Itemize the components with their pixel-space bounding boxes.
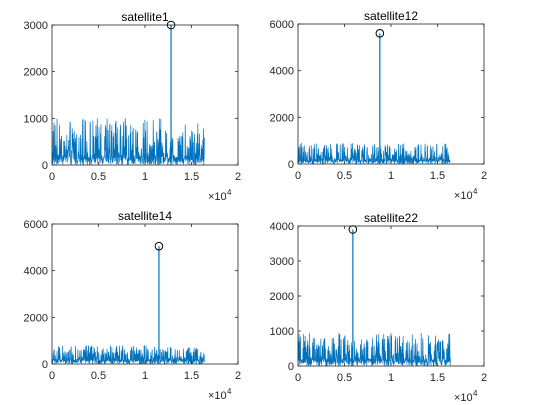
- x-exponent-base: ×10: [208, 390, 227, 402]
- x-tick-label: 1.5: [184, 171, 199, 183]
- x-tick-label: 1.5: [184, 370, 199, 382]
- subplot-2: satellite12 0 0.5 1 1.5 2 0 2000 4000 6000 ×10 4: [270, 9, 488, 202]
- y-tick-label: 0: [288, 361, 294, 373]
- y-tick-label: 4000: [24, 266, 48, 278]
- x-tick-label: 0: [49, 370, 55, 382]
- y-tick-label: 2000: [270, 291, 294, 303]
- x-tick-label: 1: [142, 370, 148, 382]
- y-tick-label: 0: [42, 160, 48, 172]
- x-tick-label: 2: [235, 171, 241, 183]
- x-tick-label: 0.5: [91, 370, 106, 382]
- x-exponent: 4: [227, 188, 232, 197]
- y-tick-label: 0: [288, 159, 294, 171]
- y-tick-label: 3000: [270, 256, 294, 268]
- y-tick-label: 6000: [270, 19, 294, 31]
- x-tick-label: 0: [49, 171, 55, 183]
- y-tick-label: 4000: [270, 66, 294, 78]
- x-tick-label: 0: [295, 170, 301, 182]
- x-tick-label: 1: [388, 170, 394, 182]
- x-exponent: 4: [473, 187, 478, 196]
- axes-box: [51, 223, 239, 365]
- x-tick-label: 0.5: [337, 372, 352, 384]
- subplot-title: satellite12: [364, 9, 418, 23]
- subplot-title: satellite22: [364, 211, 418, 225]
- y-tick-label: 1000: [270, 326, 294, 338]
- peak-marker: [154, 241, 164, 251]
- signal-line: [297, 332, 451, 368]
- x-exponent-base: ×10: [454, 190, 473, 202]
- x-exponent-base: ×10: [454, 392, 473, 404]
- y-tick-label: 0: [42, 359, 48, 371]
- y-tick-label: 1000: [24, 113, 48, 125]
- x-tick-label: 0.5: [337, 170, 352, 182]
- signal-line: [51, 118, 205, 166]
- subplot-1: satellite1 0 0.5 1 1.5 2 0 1000 2000 3000 ×10 4: [24, 10, 242, 203]
- axes-box: [297, 23, 485, 165]
- signal-line: [297, 143, 451, 165]
- x-tick-label: 2: [481, 372, 487, 384]
- signal-line: [51, 345, 205, 365]
- y-tick-label: 6000: [24, 219, 48, 231]
- x-tick-label: 2: [235, 370, 241, 382]
- y-tick-label: 2000: [24, 312, 48, 324]
- y-tick-label: 2000: [270, 112, 294, 124]
- subplot-4: satellite22 0 0.5 1 1.5 2 0 1000 2000 3000 4000 ×10…: [270, 211, 488, 404]
- y-tick-label: 2000: [24, 67, 48, 79]
- x-tick-label: 1: [142, 171, 148, 183]
- x-tick-label: 2: [481, 170, 487, 182]
- x-exponent: 4: [473, 389, 478, 398]
- x-tick-label: 1.5: [430, 372, 445, 384]
- x-tick-label: 0: [295, 372, 301, 384]
- subplot-title: satellite1: [121, 10, 169, 24]
- y-tick-label: 4000: [270, 221, 294, 233]
- x-exponent: 4: [227, 387, 232, 396]
- peak-marker: [375, 29, 385, 38]
- x-tick-label: 1.5: [430, 170, 445, 182]
- x-tick-label: 0.5: [91, 171, 106, 183]
- subplot-title: satellite14: [118, 209, 172, 223]
- y-tick-label: 3000: [24, 20, 48, 32]
- subplot-3: satellite14 0 0.5 1 1.5 2 0 2000 4000 6000 ×10 4: [24, 209, 242, 402]
- x-exponent-base: ×10: [208, 191, 227, 203]
- x-tick-label: 1: [388, 372, 394, 384]
